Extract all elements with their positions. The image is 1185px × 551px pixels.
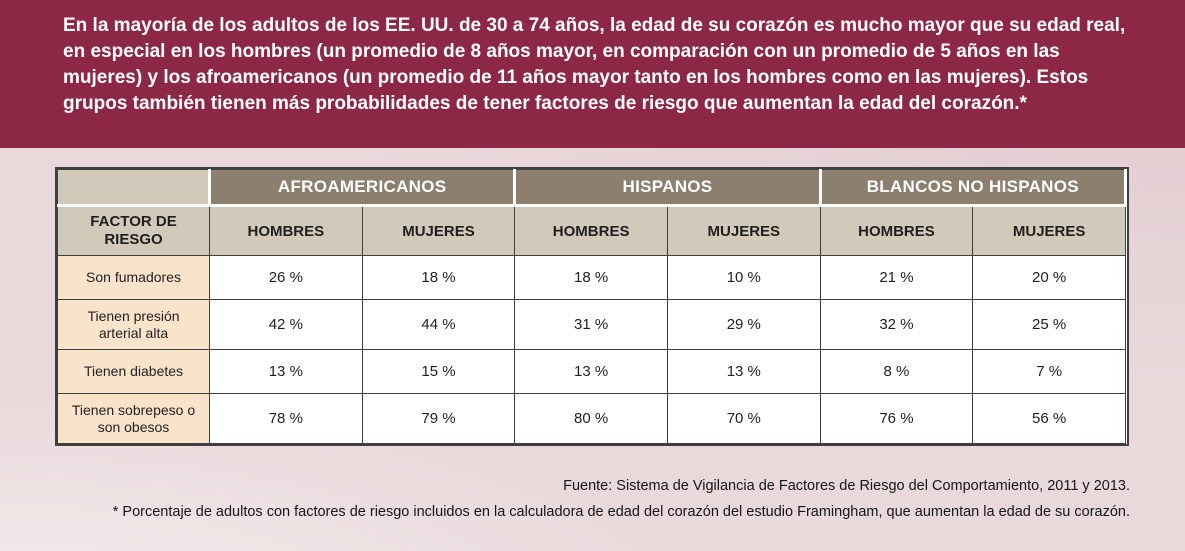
banner-text: En la mayoría de los adultos de los EE. …	[63, 15, 1126, 114]
table-row-presion-arterial: Tienen presión arterial alta 42 % 44 % 3…	[57, 299, 1126, 350]
table-row-sobrepeso: Tienen sobrepeso o son obesos 78 % 79 % …	[57, 393, 1126, 444]
sub-header-mujeres-blancos: MUJERES	[972, 205, 1126, 256]
footnotes: Fuente: Sistema de Vigilancia de Factore…	[113, 473, 1130, 525]
banner: En la mayoría de los adultos de los EE. …	[0, 0, 1185, 148]
data-cell: 79 %	[361, 393, 516, 444]
data-cell: 56 %	[972, 393, 1126, 444]
table-row-fumadores: Son fumadores 26 % 18 % 18 % 10 % 21 % 2…	[57, 255, 1126, 300]
factor-header: FACTOR DE RIESGO	[57, 205, 210, 256]
asterisk-note: * Porcentaje de adultos con factores de …	[112, 504, 1130, 520]
data-cell: 15 %	[361, 349, 516, 394]
risk-table: AFROAMERICANOS HISPANOS BLANCOS NO HISPA…	[57, 169, 1128, 444]
risk-table-container: AFROAMERICANOS HISPANOS BLANCOS NO HISPA…	[55, 167, 1129, 446]
sub-header-hombres-afroamericanos: HOMBRES	[209, 205, 363, 256]
data-cell: 29 %	[666, 299, 821, 350]
data-cell: 18 %	[514, 255, 668, 300]
sub-header-hombres-blancos: HOMBRES	[819, 205, 974, 256]
data-cell: 76 %	[819, 393, 974, 444]
data-cell: 18 %	[361, 255, 516, 300]
sub-header-hombres-hispanos: HOMBRES	[514, 205, 668, 256]
data-cell: 26 %	[209, 255, 363, 300]
data-cell: 32 %	[819, 299, 974, 350]
sub-header-mujeres-afroamericanos: MUJERES	[361, 205, 516, 256]
data-cell: 42 %	[209, 299, 363, 350]
data-cell: 8 %	[819, 349, 974, 394]
corner-cell	[57, 169, 210, 207]
data-cell: 13 %	[209, 349, 363, 394]
data-cell: 21 %	[819, 255, 974, 300]
data-cell: 44 %	[361, 299, 516, 350]
row-label: Tienen presión arterial alta	[57, 299, 210, 350]
data-cell: 20 %	[972, 255, 1126, 300]
group-header-row: AFROAMERICANOS HISPANOS BLANCOS NO HISPA…	[57, 169, 1128, 207]
group-header-afroamericanos: AFROAMERICANOS	[207, 169, 517, 207]
data-cell: 31 %	[514, 299, 668, 350]
data-cell: 25 %	[972, 299, 1126, 350]
table-row-diabetes: Tienen diabetes 13 % 15 % 13 % 13 % 8 % …	[57, 349, 1126, 394]
row-label: Son fumadores	[57, 255, 210, 300]
data-cell: 70 %	[666, 393, 821, 444]
group-header-hispanos: HISPANOS	[513, 169, 822, 207]
source-note: Fuente: Sistema de Vigilancia de Factore…	[563, 478, 1130, 494]
sub-header-mujeres-hispanos: MUJERES	[666, 205, 821, 256]
data-cell: 7 %	[972, 349, 1126, 394]
row-label: Tienen diabetes	[57, 349, 210, 394]
data-cell: 13 %	[666, 349, 821, 394]
data-cell: 80 %	[514, 393, 668, 444]
group-header-blancos-no-hispanos: BLANCOS NO HISPANOS	[818, 169, 1128, 207]
data-cell: 13 %	[514, 349, 668, 394]
data-cell: 10 %	[666, 255, 821, 300]
data-cell: 78 %	[209, 393, 363, 444]
sub-header-row: FACTOR DE RIESGO HOMBRES MUJERES HOMBRES…	[57, 205, 1126, 256]
row-label: Tienen sobrepeso o son obesos	[57, 393, 210, 444]
